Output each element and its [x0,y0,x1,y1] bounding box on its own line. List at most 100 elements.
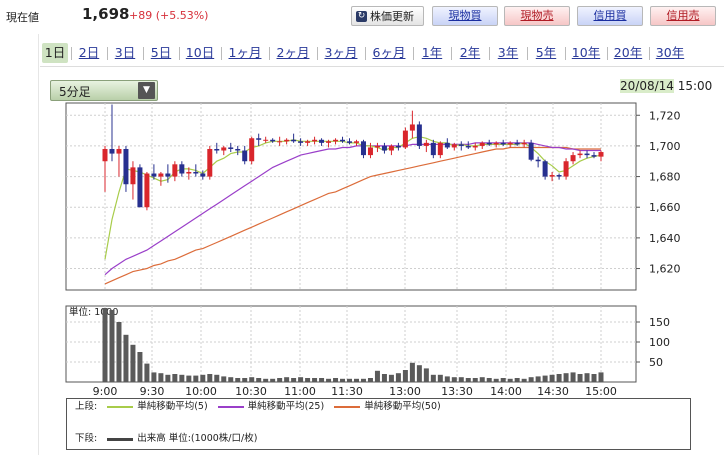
tab-period-11[interactable]: 3年 [497,45,519,60]
chart-legend: 上段: 単純移動平均(5) 単純移動平均(25) 単純移動平均(50) 下段: … [66,398,691,450]
volume-bar [305,378,311,382]
volume-bar [549,374,555,382]
candle-body [298,141,304,143]
price-chart: 1,720 1,700 1,680 1,660 1,640 1,620 150 100 50 9:… [65,102,681,398]
tab-period-15[interactable]: 30年 [655,45,685,60]
volume-bar [312,378,318,382]
candle-body [556,175,562,177]
refresh-price-button[interactable]: ↻ 株価更新 [351,6,424,26]
tab-period-8[interactable]: 6ヶ月 [372,45,406,60]
tab-separator [489,47,490,60]
volume-bar [277,378,283,382]
volume-bar [144,363,150,382]
volume-bar [535,376,541,382]
tab-period-0[interactable]: 1日 [42,43,68,63]
tab-period-5[interactable]: 1ヶ月 [228,45,262,60]
legend-lower-label: 下段: [75,433,98,444]
candle-body [109,148,115,154]
volume-bar [102,308,108,382]
candle-body [333,139,339,142]
legend-ma50-swatch [334,406,361,408]
volume-bar [200,374,206,382]
interval-select[interactable]: 5分足 ▼ [50,80,158,101]
tab-period-4[interactable]: 10日 [185,45,215,60]
ma50-line [104,146,601,285]
tab-separator [649,47,650,60]
volume-bar [172,374,178,382]
tab-separator [71,47,72,60]
volume-bar [402,370,408,382]
cash-buy-button[interactable]: 現物買 [432,6,498,26]
candle-body [493,142,499,145]
volume-bar [528,377,534,382]
time-tick-label: 10:00 [185,385,217,398]
tab-period-12[interactable]: 5年 [535,45,557,60]
margin-buy-button[interactable]: 信用買 [577,6,643,26]
volume-bar [423,368,429,382]
volume-bar [360,378,366,382]
candle-body [409,124,415,131]
candle-body [458,144,464,146]
candle-body [353,141,359,143]
volume-bar [465,378,471,382]
candle-body [577,153,583,156]
candle-body [263,139,269,141]
candle-body [221,147,227,151]
current-price-value: 1,698 [82,5,130,23]
tab-period-10[interactable]: 2年 [459,45,481,60]
volume-bar [570,372,576,382]
margin-sell-button[interactable]: 信用売 [650,6,716,26]
volume-bar [256,378,262,382]
legend-volume-swatch [107,437,134,441]
tab-period-3[interactable]: 5日 [150,45,172,60]
legend-ma50-label: 単純移動平均(50) [364,401,441,412]
volume-bar [235,378,241,382]
candle-body [451,144,457,148]
candle-body [472,145,478,148]
volume-bar [319,378,325,382]
tab-period-7[interactable]: 3ヶ月 [324,45,358,60]
tab-period-14[interactable]: 20年 [613,45,643,60]
price-tick-label: 1,680 [649,171,681,184]
time-tick-label: 14:00 [490,385,522,398]
candle-body [416,124,422,146]
cash-sell-button[interactable]: 現物売 [504,6,570,26]
volume-bar [116,322,122,382]
volume-bar [158,373,164,382]
volume-bar [381,374,387,382]
volume-bar [221,376,227,382]
volume-bar [214,374,220,382]
time-tick-label: 10:30 [235,385,267,398]
tab-period-13[interactable]: 10年 [571,45,601,60]
tab-period-6[interactable]: 2ヶ月 [276,45,310,60]
legend-upper-row: 上段: 単純移動平均(5) 単純移動平均(25) 単純移動平均(50) [75,400,441,414]
tab-period-2[interactable]: 3日 [114,45,136,60]
volume-tick-label: 150 [649,316,670,329]
time-tick-label: 9:00 [93,385,118,398]
volume-bar [137,352,143,382]
tab-period-9[interactable]: 1年 [421,45,443,60]
volume-bar [437,374,443,382]
time-tick-label: 13:30 [441,385,473,398]
volume-bar [207,374,213,382]
candle-body [395,145,401,148]
header-bar: 現在値 1,698 +89 (+5.53%) ↻ 株価更新 現物買 現物売 信用… [0,0,724,32]
time-tick-label: 14:30 [537,385,569,398]
volume-bar [388,374,394,382]
current-price-label: 現在値 [6,11,39,24]
chevron-down-icon: ▼ [138,82,155,99]
candle-body [528,142,534,160]
volume-bar [479,377,485,382]
legend-ma5-swatch [107,406,134,408]
refresh-icon: ↻ [356,10,367,22]
candle-body [179,164,185,174]
volume-bar [242,378,248,382]
volume-bar [444,376,450,382]
candle-body [305,141,311,143]
tab-period-1[interactable]: 2日 [78,45,100,60]
chart-date: 20/08/14 [620,79,674,93]
candle-body [270,139,276,142]
volume-bar [521,378,527,382]
legend-volume-label: 出来高 単位:(1000株/口/枚) [137,433,258,444]
volume-bar [591,374,597,382]
